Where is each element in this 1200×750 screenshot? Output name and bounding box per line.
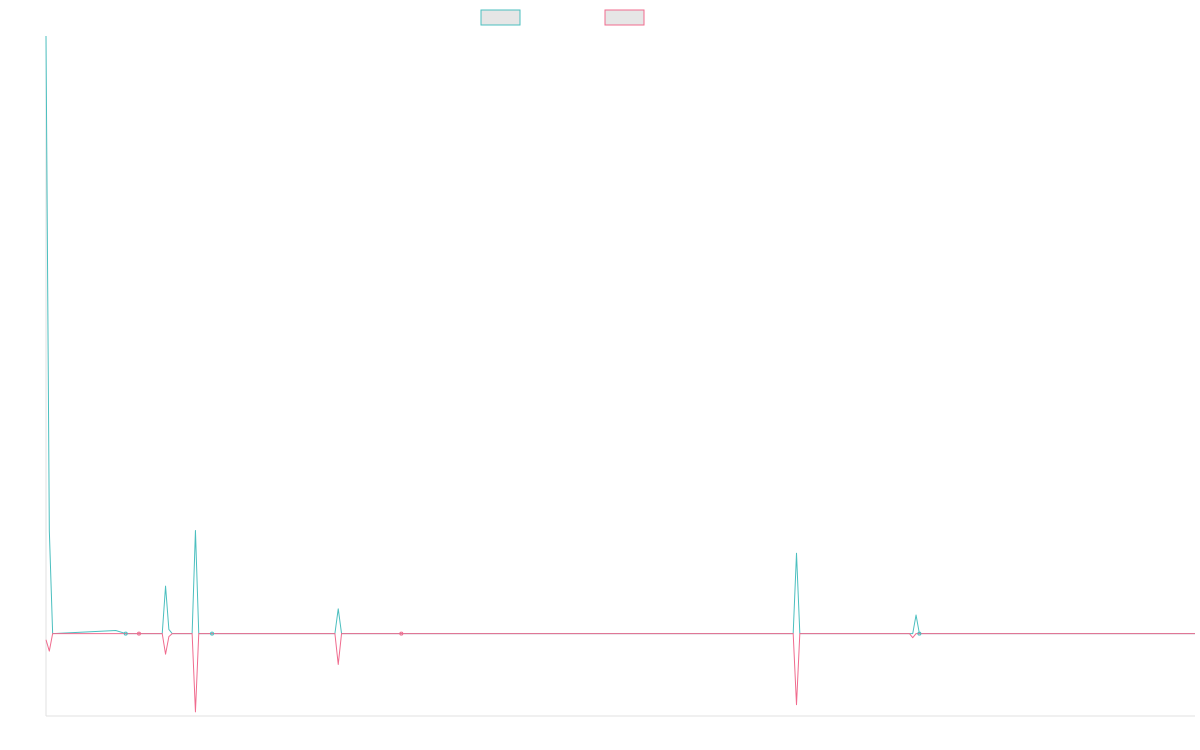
legend bbox=[480, 9, 645, 26]
data-point-marker bbox=[399, 631, 404, 636]
data-point-marker bbox=[210, 631, 215, 636]
legend-swatch-2[interactable] bbox=[604, 9, 645, 26]
data-point-marker bbox=[917, 631, 922, 636]
series-2-line bbox=[45, 633, 1195, 713]
data-point-marker bbox=[123, 631, 128, 636]
series-1-line bbox=[45, 35, 1195, 635]
legend-swatch-1[interactable] bbox=[480, 9, 521, 26]
data-point-marker bbox=[136, 631, 141, 636]
series-layer bbox=[45, 35, 1195, 713]
